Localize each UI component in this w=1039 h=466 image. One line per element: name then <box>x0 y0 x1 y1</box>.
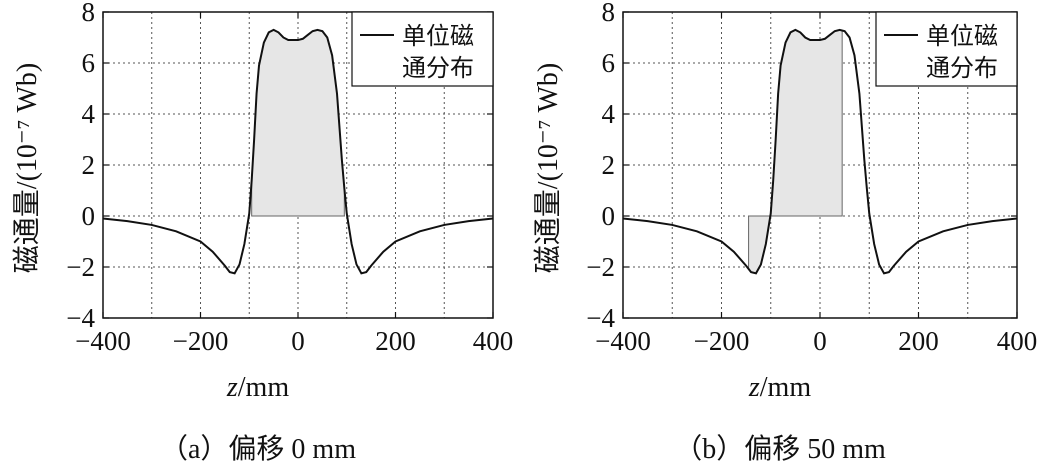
series-line <box>622 28 1018 275</box>
x-tick-label: 400 <box>473 326 514 356</box>
chart-panel-a: −400 −200 0 200 400 −4 −2 0 2 4 6 8 z/mm 磁通量/(10⁻⁷ Wb… <box>11 0 513 465</box>
x-axis-label: z/mm <box>226 372 289 403</box>
x-axis-label: z/mm <box>748 372 811 403</box>
y-tick-label: 4 <box>602 99 616 129</box>
legend-label-line1: 单位磁 <box>926 23 998 50</box>
legend-label-line1: 单位磁 <box>402 23 474 50</box>
x-tick-label: 0 <box>813 326 827 356</box>
y-tick-label: 2 <box>602 150 616 180</box>
x-axis-label-unit: /mm <box>760 372 812 403</box>
shaded-area <box>748 29 843 274</box>
legend-label-line2: 通分布 <box>926 55 998 82</box>
y-tick-label: 2 <box>82 150 96 180</box>
y-tick-label: 0 <box>602 201 616 231</box>
series-line <box>102 28 494 275</box>
panel-caption: （b）偏移 50 mm <box>674 433 886 465</box>
x-axis-label-unit: /mm <box>238 372 290 403</box>
legend-box <box>351 11 494 87</box>
chart-panel-b: −400 −200 0 200 400 −4 −2 0 2 4 6 8 z/mm 磁通量/(10⁻⁷ Wb… <box>532 0 1037 465</box>
x-tick-label: 0 <box>291 326 305 356</box>
y-tick-label: 6 <box>602 48 616 78</box>
y-tick-label: −4 <box>586 303 615 333</box>
x-axis-label-var: z <box>226 372 238 403</box>
x-tick-label: 200 <box>375 326 416 356</box>
legend-box <box>875 11 1018 87</box>
panel-caption: （a）偏移 0 mm <box>160 433 356 465</box>
x-tick-label: −200 <box>173 326 229 356</box>
x-tick-label: 400 <box>997 326 1038 356</box>
y-tick-label: 8 <box>82 0 96 27</box>
y-axis-label: 磁通量/(10⁻⁷ Wb) <box>11 63 43 273</box>
y-tick-label: −2 <box>66 252 95 282</box>
x-tick-label: 200 <box>898 326 939 356</box>
y-tick-label: 0 <box>82 201 96 231</box>
y-tick-label: −4 <box>66 303 95 333</box>
y-axis-label: 磁通量/(10⁻⁷ Wb) <box>532 63 564 273</box>
y-tick-label: 4 <box>82 99 96 129</box>
shaded-area <box>251 29 345 217</box>
legend-label-line2: 通分布 <box>402 55 474 82</box>
x-tick-label: −200 <box>694 326 750 356</box>
x-tick-label: −400 <box>595 326 651 356</box>
y-tick-label: −2 <box>586 252 615 282</box>
y-tick-label: 6 <box>82 48 96 78</box>
x-tick-label: −400 <box>75 326 131 356</box>
y-tick-label: 8 <box>602 0 616 27</box>
x-axis-label-var: z <box>748 372 760 403</box>
